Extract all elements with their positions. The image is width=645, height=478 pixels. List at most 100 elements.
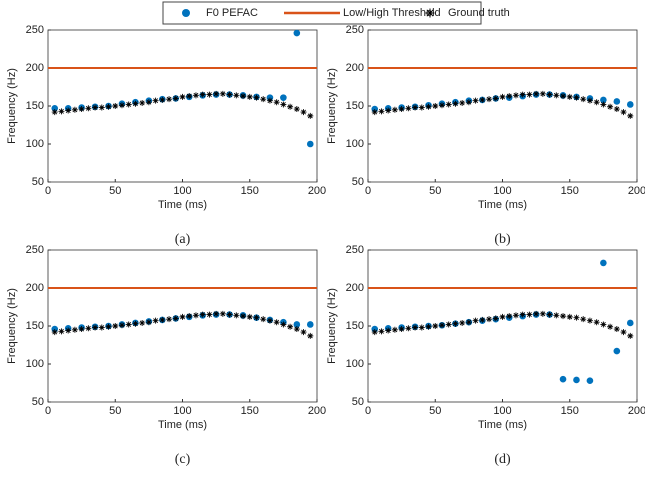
ground-truth-point [206,311,213,318]
caption: (d) [494,452,511,467]
ground-truth-point [546,91,553,98]
ground-truth-point [51,329,58,336]
ground-truth-point [98,104,105,111]
caption: (c) [175,452,191,467]
ground-truth-point [526,311,533,318]
ground-truth-point [118,102,125,109]
y-tick-label: 200 [26,62,44,74]
ground-truth-point [506,313,513,320]
ground-truth-point [300,329,307,336]
ground-truth-point [300,109,307,116]
ground-truth-point [307,332,314,339]
y-tick-label: 100 [346,138,364,150]
ground-truth-point [425,323,432,330]
x-tick-label: 200 [628,405,645,417]
caption: (a) [175,232,191,247]
x-axis-label: Time (ms) [478,199,527,211]
ground-truth-point [166,96,173,103]
ground-truth-point [486,316,493,323]
ground-truth-point [539,90,546,97]
y-tick-label: 250 [26,244,44,256]
ground-truth-point [593,319,600,326]
legend-label: F0 PEFAC [206,7,258,19]
f0-point [613,98,621,105]
x-tick-label: 50 [109,185,121,197]
ground-truth-point [586,317,593,324]
ground-truth-point [233,92,240,99]
ground-truth-point [172,315,179,322]
ground-truth-point [219,90,226,97]
ground-truth-point [98,324,105,331]
ground-truth-point [405,325,412,332]
x-tick-label: 50 [429,185,441,197]
x-axis-label: Time (ms) [478,419,527,431]
ground-truth-point [132,100,139,107]
f0-point [626,319,634,327]
ground-truth-point [226,311,233,318]
legend: F0 PEFAC Low/High Threshold Ground truth [182,7,510,19]
x-tick-label: 0 [365,405,371,417]
ground-truth-point [600,101,607,108]
f0-point [600,96,607,104]
ground-truth-point [378,108,385,115]
ground-truth-point [166,316,173,323]
ground-truth-point [132,320,139,327]
ground-truth-point [273,99,280,106]
ground-truth-point [519,311,526,318]
ground-truth-point [85,105,92,112]
ground-truth-point [186,93,193,100]
ground-truth-point [519,91,526,98]
ground-truth-point [418,104,425,111]
x-tick-label: 150 [561,185,579,197]
legend-label: Ground truth [448,7,510,19]
ground-truth-point [125,321,132,328]
ground-truth-point [391,326,398,333]
ground-truth-point [260,96,267,103]
y-tick-label: 200 [26,282,44,294]
ground-truth-point [112,103,119,109]
ground-truth-point [607,103,614,110]
ground-truth-point [293,326,300,333]
x-axis-label: Time (ms) [158,419,207,431]
ground-truth-point [539,310,546,317]
f0-point [293,321,301,328]
ground-truth-point [159,96,166,103]
ground-truth-point [371,109,378,116]
f0-point [280,94,287,101]
ground-truth-point [266,317,273,324]
ground-truth-point [499,313,506,320]
ground-truth-point [566,93,573,100]
y-tick-label: 100 [26,138,44,150]
y-tick-label: 50 [32,176,44,188]
ground-truth-point [186,313,193,320]
ground-truth-point [159,316,166,323]
ground-truth-point [560,313,567,320]
ground-truth-point [486,96,493,103]
f0-point [626,101,634,108]
x-tick-label: 200 [308,185,326,197]
x-tick-label: 150 [561,405,579,417]
x-tick-label: 100 [493,405,511,417]
y-tick-label: 250 [346,244,364,256]
ground-truth-point [398,106,405,113]
x-axis-label: Time (ms) [158,199,207,211]
x-tick-label: 100 [173,185,191,197]
f0-point [613,347,621,355]
ground-truth-point [445,321,452,328]
f0-point [559,375,567,383]
ground-truth-point [512,92,519,99]
ground-truth-point [253,314,260,321]
ground-truth-point [492,95,499,102]
ground-truth-point [105,323,112,330]
ground-truth-point [78,106,85,113]
ground-truth-point [293,106,300,113]
y-axis-label: Frequency (Hz) [326,288,338,364]
y-tick-label: 150 [346,100,364,112]
ground-truth-point [139,319,146,326]
legend-marker [425,8,435,18]
y-tick-label: 50 [32,396,44,408]
